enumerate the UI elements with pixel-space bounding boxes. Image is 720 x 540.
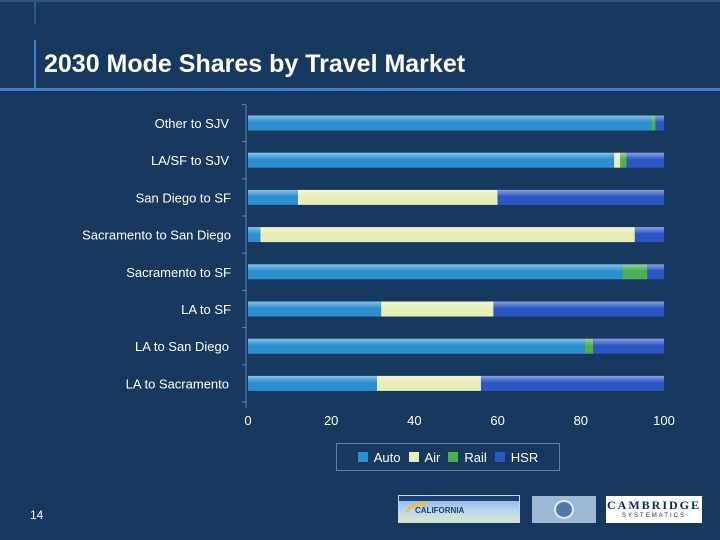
bar-auto-7 — [248, 375, 377, 391]
bar-hsr-3 — [634, 227, 664, 243]
bar-rail-1 — [620, 152, 627, 168]
category-label: Sacramento to SF — [126, 265, 231, 280]
bar-air-7 — [376, 375, 481, 391]
x-tick-label: 0 — [244, 413, 251, 428]
title-accent-bar — [34, 40, 36, 90]
category-label: Sacramento to San Diego — [82, 228, 231, 243]
left-rule — [34, 0, 36, 24]
bar-air-5 — [381, 301, 494, 317]
legend-label-auto: Auto — [373, 449, 401, 465]
bar-hsr-4 — [647, 264, 664, 280]
legend-item-auto: Auto — [357, 449, 401, 465]
category-label: LA/SF to SJV — [151, 153, 229, 168]
category-label: LA to San Diego — [135, 339, 229, 354]
slide-title: 2030 Mode Shares by Travel Market — [44, 50, 466, 78]
bar-hsr-6 — [593, 338, 664, 354]
mtc-logo — [532, 496, 596, 523]
x-tick-label: 80 — [574, 413, 588, 428]
bar-auto-0 — [248, 115, 652, 131]
logo-band — [399, 496, 519, 501]
category-label: LA to SF — [181, 302, 231, 317]
logo-wordmark: CALIFORNIA — [415, 506, 465, 515]
bar-air-3 — [260, 227, 635, 243]
legend-label-air: Air — [424, 449, 441, 465]
bar-auto-1 — [248, 152, 615, 168]
bar-auto-4 — [248, 264, 623, 280]
bar-hsr-1 — [626, 152, 664, 168]
page-number: 14 — [30, 508, 44, 522]
cambridge-systematics-logo: CAMBRIDGE SYSTEMATICS — [606, 496, 702, 523]
legend-swatch-auto — [357, 452, 368, 462]
bar-hsr-0 — [655, 115, 664, 131]
bar-rail-4 — [622, 264, 648, 280]
x-tick-label: 100 — [653, 413, 675, 428]
bar-hsr-7 — [480, 375, 664, 391]
legend-item-air: Air — [408, 449, 441, 465]
category-label: San Diego to SF — [136, 190, 231, 205]
category-label: LA to Sacramento — [126, 376, 229, 391]
bar-auto-6 — [248, 338, 585, 354]
bar-hsr-5 — [493, 301, 664, 317]
bar-auto-2 — [248, 189, 298, 205]
title-underline — [0, 88, 720, 91]
legend-swatch-air — [408, 452, 419, 462]
bar-air-1 — [614, 152, 621, 168]
legend-label-hsr: HSR — [510, 449, 539, 465]
x-tick-label: 60 — [490, 413, 504, 428]
legend-label-rail: Rail — [464, 449, 487, 465]
bar-auto-3 — [248, 227, 261, 243]
bar-auto-5 — [248, 301, 382, 317]
bar-hsr-2 — [497, 189, 664, 205]
legend-item-rail: Rail — [448, 449, 487, 465]
systematics-wordmark: SYSTEMATICS — [622, 513, 686, 519]
cambridge-wordmark: CAMBRIDGE — [606, 498, 701, 512]
legend-swatch-rail — [448, 452, 459, 462]
chart-legend: Auto Air Rail HSR — [336, 443, 560, 471]
mtc-disk-icon — [554, 500, 574, 519]
bar-air-2 — [297, 189, 498, 205]
mode-share-chart: Other to SJV LA/SF to SJV San Diego to SF S… — [82, 103, 675, 428]
top-rule — [0, 0, 720, 2]
x-tick-label: 40 — [407, 413, 421, 428]
bar-rail-0 — [651, 115, 656, 131]
bar-rail-6 — [584, 338, 594, 354]
legend-item-hsr: HSR — [494, 449, 539, 465]
legend-swatch-hsr — [494, 452, 505, 462]
california-hsr-logo: CALIFORNIA — [398, 495, 520, 523]
x-tick-label: 20 — [324, 413, 338, 428]
category-label: Other to SJV — [155, 116, 230, 131]
